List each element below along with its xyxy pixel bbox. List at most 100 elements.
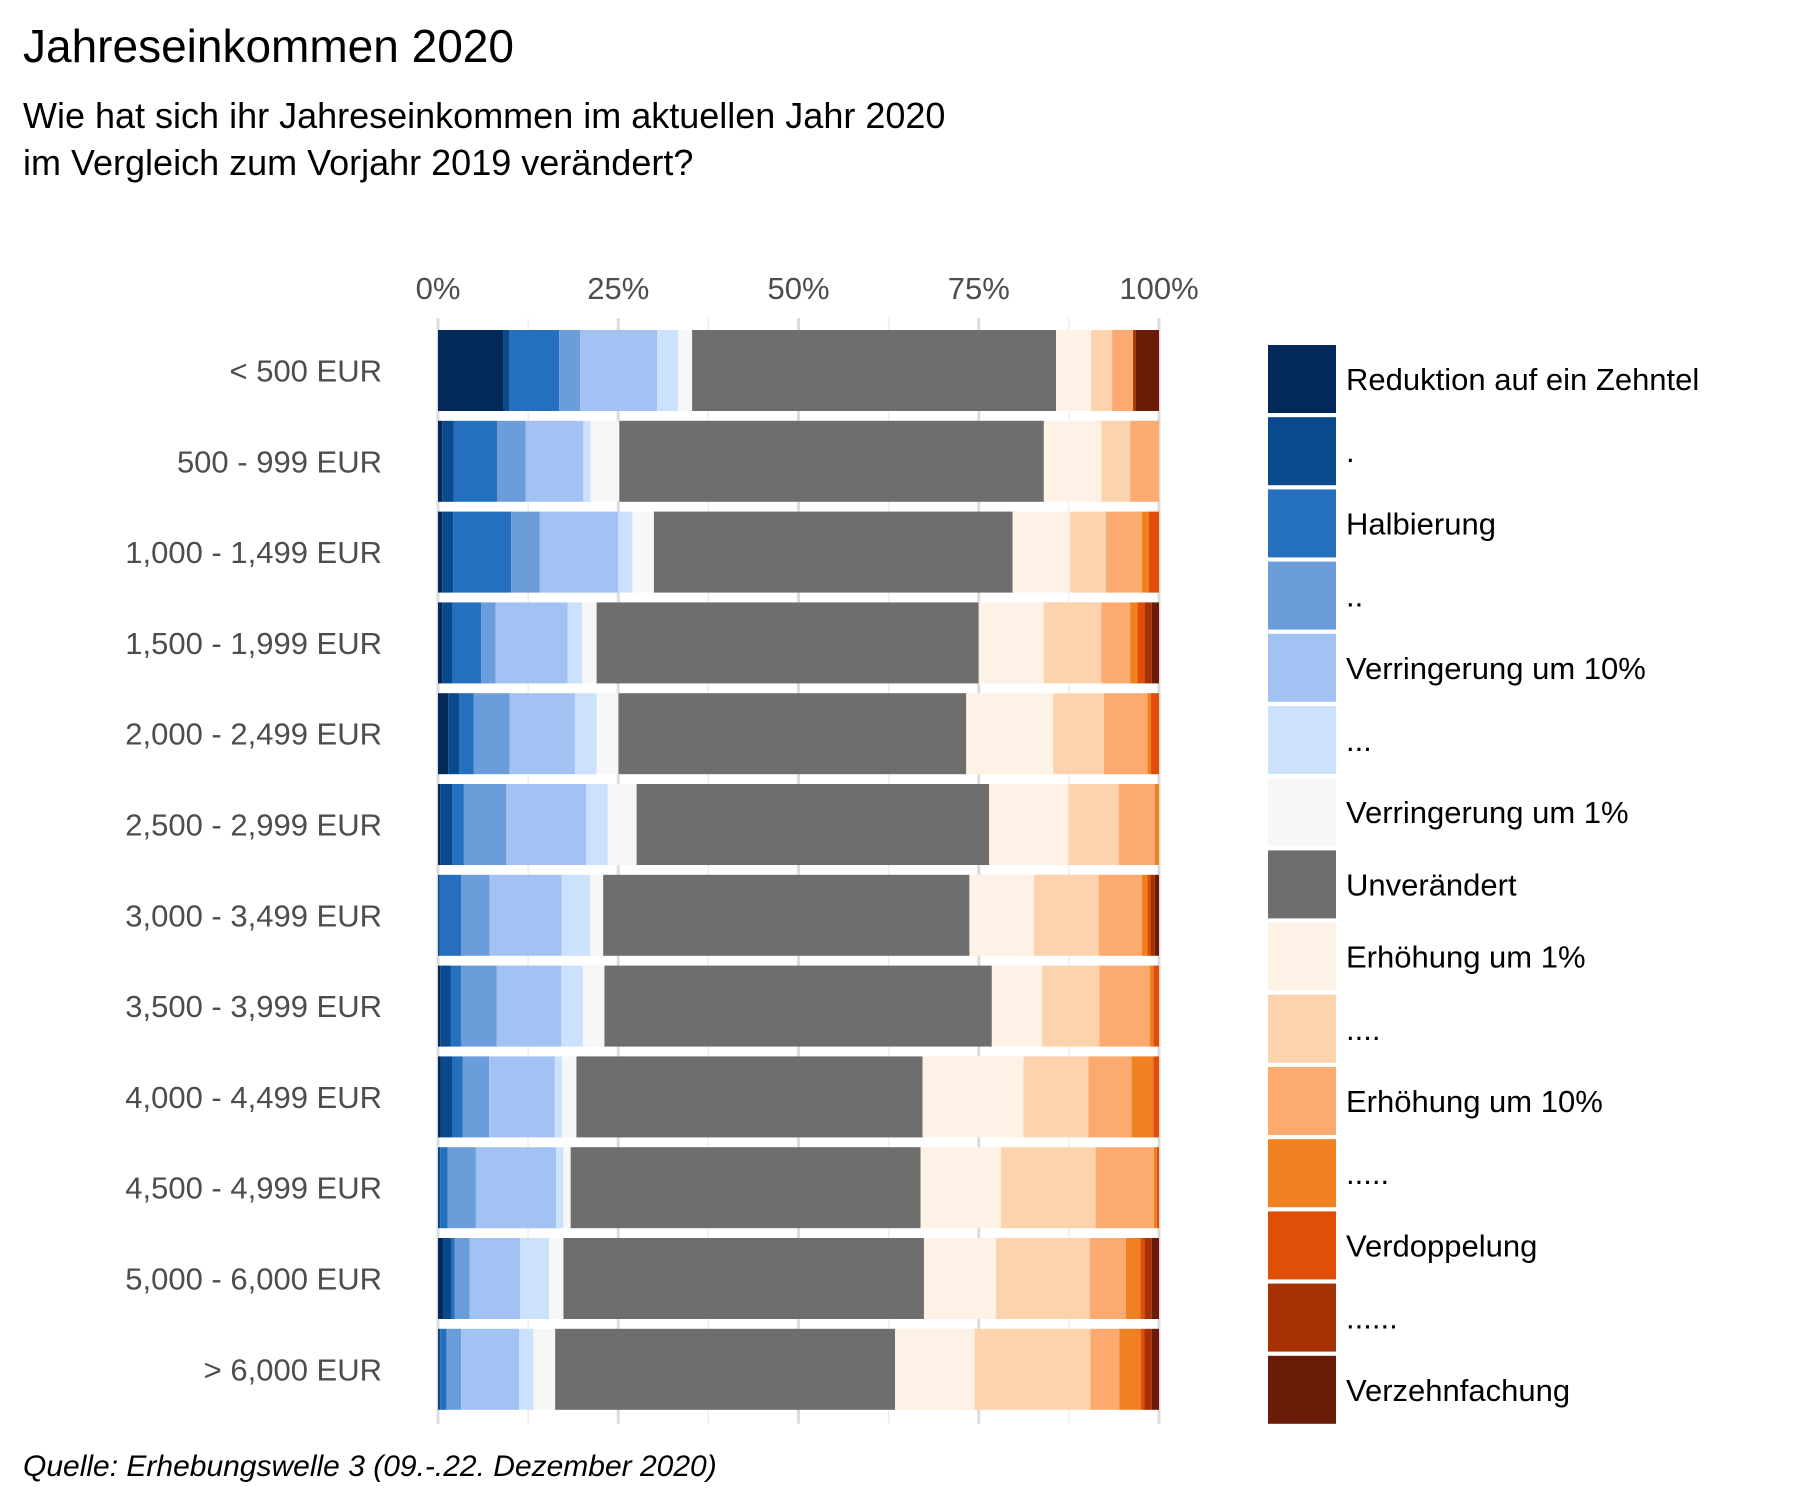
- bar-segment: [1153, 1147, 1157, 1229]
- bar-segment: [604, 965, 992, 1047]
- bar-segment: [1151, 1238, 1159, 1319]
- bar-segment: [619, 420, 1044, 502]
- legend-label: Erhöhung um 1%: [1346, 940, 1586, 975]
- bar-segment: [438, 511, 443, 593]
- bar-segment: [1144, 1238, 1152, 1319]
- bar-segment: [509, 693, 575, 775]
- bar-segment: [582, 965, 605, 1047]
- bar-row: [438, 874, 1159, 956]
- bar-segment: [596, 693, 619, 775]
- bar-segment: [923, 1238, 997, 1319]
- bar-segment: [438, 784, 441, 865]
- bar-segment: [525, 420, 584, 502]
- bar-segment: [607, 784, 637, 865]
- bar-segment: [1089, 1238, 1126, 1319]
- bar-segment: [460, 965, 497, 1047]
- category-label: 2,500 - 2,999 EUR: [125, 808, 382, 843]
- bar-segment: [1154, 874, 1159, 956]
- bar-segment: [438, 1328, 441, 1410]
- bar-row: [438, 511, 1159, 593]
- bar-segment: [442, 511, 454, 593]
- bar-segment: [1101, 602, 1131, 684]
- bar-segment: [567, 602, 583, 684]
- bar-segment: [559, 330, 581, 411]
- bar-segment: [518, 1328, 534, 1410]
- bar-segment: [1144, 602, 1152, 684]
- bar-segment: [1130, 420, 1159, 502]
- category-label: 3,000 - 3,499 EUR: [125, 898, 382, 933]
- legend-swatch: [1268, 706, 1336, 774]
- bar-segment: [438, 693, 449, 775]
- bar-segment: [1098, 874, 1142, 956]
- bar-segment: [1149, 965, 1154, 1047]
- bar-segment: [969, 874, 1035, 956]
- bar-segment: [1043, 420, 1102, 502]
- x-tick-label: 100%: [1119, 271, 1198, 306]
- bar-segment: [1141, 511, 1149, 593]
- bar-segment: [618, 693, 967, 775]
- bar-segment: [442, 602, 453, 684]
- bar-segment: [580, 330, 658, 411]
- chart-subtitle-line-2: im Vergleich zum Vorjahr 2019 verändert?: [23, 142, 693, 183]
- x-tick-label: 50%: [767, 271, 829, 306]
- bar-segment: [632, 511, 654, 593]
- bar-segment: [452, 1056, 463, 1138]
- legend-swatch: [1268, 633, 1336, 702]
- chart-caption: Quelle: Erhebungswelle 3 (09.-.22. Dezem…: [23, 1450, 717, 1483]
- bar-segment: [1000, 1147, 1096, 1229]
- bar-segment: [496, 965, 562, 1047]
- bar-segment: [603, 874, 970, 956]
- legend-swatch: [1268, 850, 1336, 919]
- bar-segment: [1151, 693, 1159, 775]
- bar-segment: [489, 1056, 555, 1138]
- x-tick-label: 25%: [587, 271, 649, 306]
- chart-subtitle-line-1: Wie hat sich ihr Jahreseinkommen im aktu…: [23, 95, 945, 136]
- legend-label: Verringerung um 1%: [1346, 795, 1629, 830]
- bar-segment: [495, 602, 568, 684]
- bar-row: [438, 784, 1159, 865]
- legend-label: Reduktion auf ein Zehntel: [1346, 362, 1699, 397]
- bar-segment: [974, 1328, 1091, 1410]
- bar-segment: [438, 330, 504, 411]
- bar-segment: [1118, 784, 1155, 865]
- bar-segment: [443, 1238, 451, 1319]
- bar-segment: [539, 511, 619, 593]
- bar-segment: [554, 1056, 563, 1138]
- bar-segment: [454, 1238, 470, 1319]
- category-label: > 6,000 EUR: [204, 1352, 382, 1387]
- legend-swatch: [1268, 489, 1336, 558]
- bar-segment: [996, 1238, 1090, 1319]
- bar-segment: [555, 1328, 896, 1410]
- category-label: 2,000 - 2,499 EUR: [125, 717, 382, 752]
- bar-segment: [473, 693, 510, 775]
- legend-swatch: [1268, 994, 1336, 1063]
- category-label: < 500 EUR: [229, 354, 382, 389]
- bar-segment: [1125, 1238, 1141, 1319]
- bar-segment: [590, 420, 620, 502]
- bar-segment: [1088, 1056, 1132, 1138]
- bar-segment: [459, 693, 474, 775]
- bar-segment: [922, 1056, 1024, 1138]
- category-label: 1,000 - 1,499 EUR: [125, 535, 382, 570]
- bar-segment: [438, 1147, 441, 1229]
- category-label: 1,500 - 1,999 EUR: [125, 626, 382, 661]
- bar-segment: [574, 693, 597, 775]
- bar-segment: [509, 330, 560, 411]
- bar-segment: [489, 874, 562, 956]
- bar-segment: [561, 965, 583, 1047]
- legend-swatch: [1268, 922, 1336, 991]
- bar-segment: [1147, 874, 1151, 956]
- bar-segment: [438, 1056, 441, 1138]
- bar-segment: [576, 1056, 923, 1138]
- bar-segment: [653, 511, 1013, 593]
- bar-segment: [583, 420, 591, 502]
- bar-segment: [460, 874, 490, 956]
- bar-row: [438, 965, 1159, 1047]
- bar-segment: [966, 693, 1054, 775]
- legend-label: Verringerung um 10%: [1346, 651, 1646, 686]
- bar-segment: [511, 511, 540, 593]
- category-label: 3,500 - 3,999 EUR: [125, 989, 382, 1024]
- bars: [438, 330, 1159, 1410]
- bar-segment: [1148, 511, 1159, 593]
